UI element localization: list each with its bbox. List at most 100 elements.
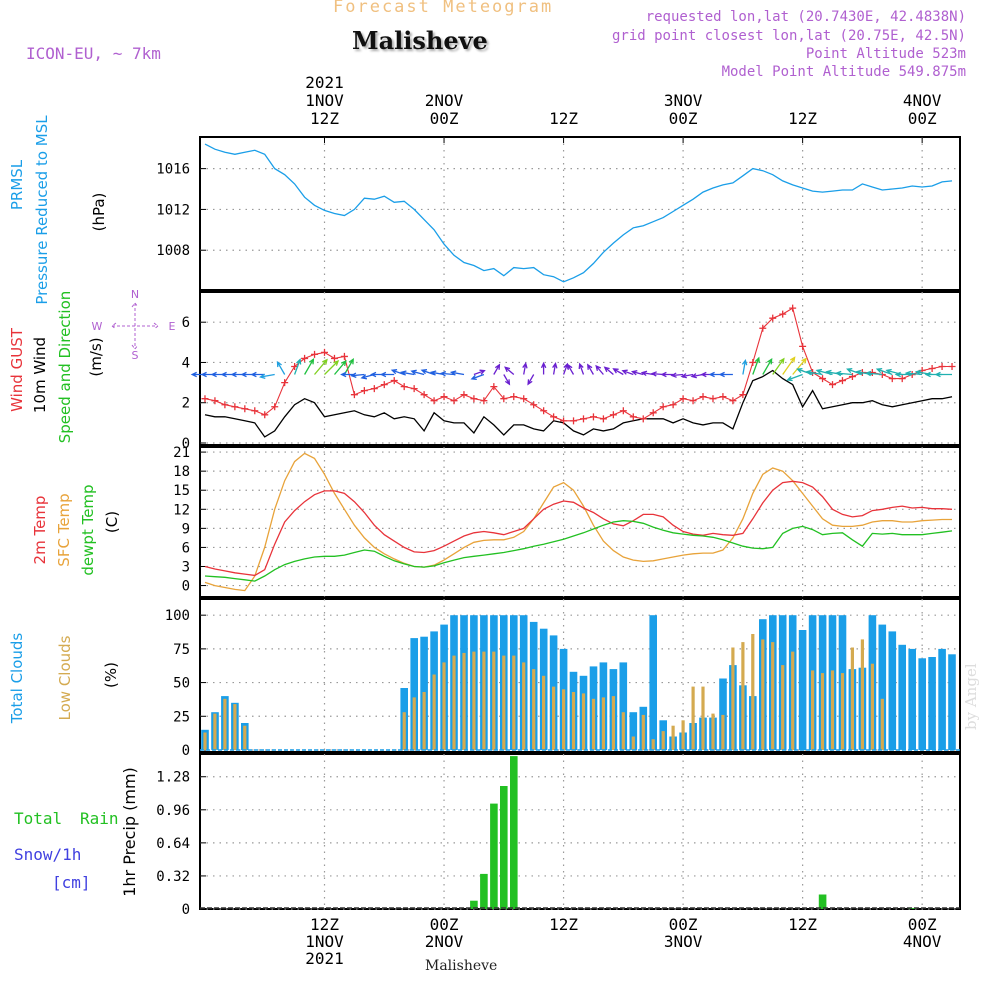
wind-arrow [439,370,455,377]
wind-arrow [741,358,748,375]
gust-marker [948,362,956,370]
unit-percent: (%) [102,662,120,688]
compass-e: E [169,320,176,333]
low-cloud-bar [492,651,496,750]
low-cloud-bar [860,639,864,750]
wind-arrow [527,374,535,386]
gust-marker [231,403,239,411]
low-cloud-bar [751,634,755,750]
wind-arrow [792,357,807,375]
total-cloud-bar [938,648,946,750]
wind-arrow [762,358,773,375]
wind-arrow [304,357,315,375]
time-label-top: 2021 [305,73,344,92]
gust-marker [609,411,617,419]
ytick-label-pressure: 1008 [156,243,190,259]
wind-arrow [612,368,624,376]
low-cloud-bar [422,692,426,750]
gust-marker [709,395,717,403]
wind-arrow [595,364,604,375]
wind-arrow [522,362,528,375]
wind-arrow [718,371,733,378]
wind-arrow [782,356,796,375]
time-label-bottom: 00Z [669,915,698,934]
total-cloud-bar [888,631,897,750]
gust-marker [340,352,348,360]
low-cloud-bar [830,670,835,750]
wind-arrow [340,371,355,378]
wind-arrow [670,372,684,378]
point-altitude: Point Altitude 523m [805,46,966,62]
ytick-label-precip: 0.32 [156,869,190,885]
gust-marker [689,397,697,405]
wind-arrow [650,371,664,377]
super-title: Forecast Meteogram [333,0,554,17]
gust-marker [719,393,727,401]
low-cloud-bar [850,647,854,750]
gust-marker [510,393,518,401]
ytick-label-temperature: 6 [182,540,190,556]
ytick-label-wind: 0 [182,436,190,452]
gust-marker [311,350,319,358]
gust-marker [749,358,757,366]
panel-frame-temperature [199,446,961,598]
gust-marker [500,395,508,403]
wind-arrow [276,360,286,375]
time-label-top: 12Z [549,109,578,128]
gust-marker [868,369,876,377]
time-label-top: 12Z [310,109,339,128]
gust-marker [589,413,597,421]
wind-arrow [885,368,903,376]
time-label-bottom: 2021 [305,949,344,968]
ytick-label-wind: 6 [182,315,190,331]
gust-marker [221,401,229,409]
wind-arrow [449,370,465,376]
gust-marker [759,324,767,332]
time-label-bottom: 4NOV [903,932,942,951]
gust-marker [201,395,209,403]
gust-marker [829,381,837,389]
gust-marker [540,407,548,415]
total-cloud-bar [649,615,657,750]
wind-arrow [825,369,843,376]
low-cloud-bar [701,686,705,750]
gust-marker [450,397,458,405]
gust-marker [938,362,946,370]
label-speed-direction: Speed and Direction [56,291,74,444]
low-cloud-bar [532,669,536,750]
gust-marker [639,415,647,423]
wind-arrow [562,362,569,375]
rain-bar [510,756,518,909]
low-cloud-bar [213,713,217,750]
ytick-label-temperature: 15 [173,483,190,499]
ytick-label-wind: 4 [182,355,190,371]
ytick-label-precip: 1.28 [156,770,190,786]
gust-marker [241,405,249,413]
gust-marker [838,377,846,385]
wind-arrow [552,362,558,375]
gust-marker [848,373,856,381]
panel-frame-pressure [199,136,961,291]
ytick-label-temperature: 0 [182,579,190,595]
low-cloud-bar [781,665,785,750]
low-cloud-bar [432,674,436,750]
low-cloud-bar [721,714,725,750]
wind-arrow [855,369,873,376]
low-cloud-bar [611,696,615,750]
low-cloud-bar [203,732,207,750]
label-cm: [cm] [52,873,91,892]
grid-lines [200,137,960,910]
gust-marker [739,391,747,399]
gust-marker [649,409,657,417]
low-cloud-bar [571,692,576,750]
wind-arrow [805,369,823,376]
low-cloud-bar [223,698,227,750]
panel-frame-precip [199,753,961,910]
low-cloud-bar [631,736,635,750]
wind-arrow [410,369,425,376]
label-pressure-msl: Pressure Reduced to MSL [33,115,51,305]
wind-arrow [540,361,547,375]
time-label-bottom: 12Z [549,915,578,934]
total-cloud-bar [918,658,926,750]
temp-2m-line [204,480,953,577]
